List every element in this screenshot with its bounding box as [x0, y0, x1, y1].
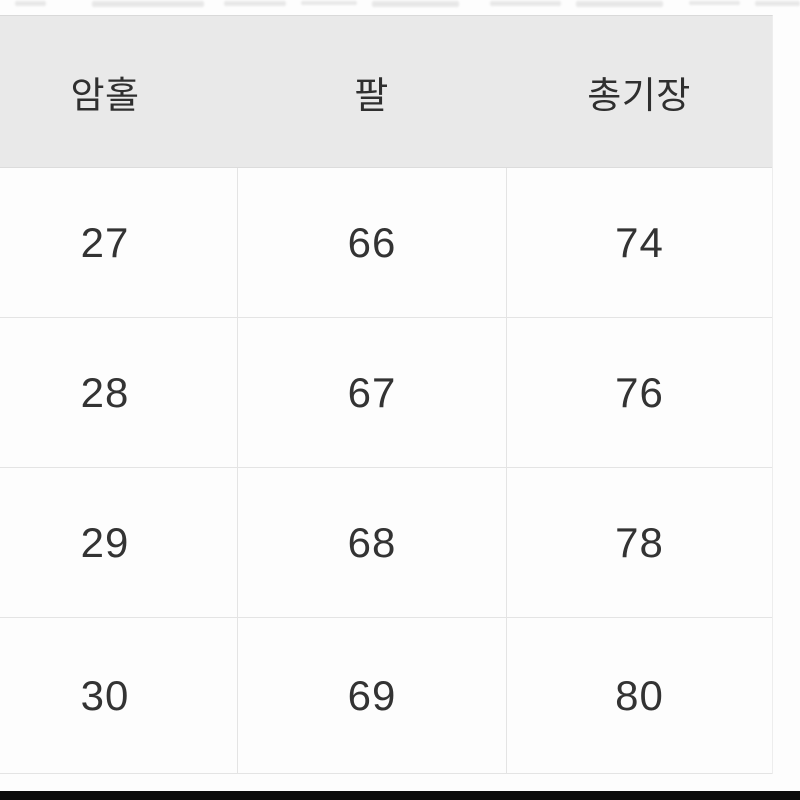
- table-cell-r3-c1: 29: [0, 468, 237, 618]
- text-remnant-fragment: [92, 1, 204, 7]
- table-cell-r4-c3: 80: [506, 618, 772, 774]
- bottom-black-bar: [0, 791, 800, 800]
- cropped-text-remnant: [0, 0, 800, 12]
- table-cell-r1-c2: 66: [237, 168, 506, 318]
- text-remnant-fragment: [224, 1, 286, 6]
- size-table-header-row: 암홀 팔 총기장: [0, 16, 772, 168]
- text-remnant-fragment: [576, 1, 663, 7]
- table-cell-r4-c2: 69: [237, 618, 506, 774]
- table-cell-r3-c2: 68: [237, 468, 506, 618]
- table-cell-r2-c1: 28: [0, 318, 237, 468]
- text-remnant-fragment: [372, 1, 459, 7]
- table-cell-r2-c3: 76: [506, 318, 772, 468]
- text-remnant-fragment: [490, 1, 561, 6]
- text-remnant-fragment: [755, 1, 800, 6]
- table-cell-r4-c1: 30: [0, 618, 237, 774]
- text-remnant-fragment: [15, 1, 46, 6]
- header-cell-armhole: 암홀: [70, 74, 140, 116]
- table-cell-r1-c1: 27: [0, 168, 237, 318]
- text-remnant-fragment: [301, 1, 357, 5]
- header-cell-total-length: 총기장: [587, 74, 691, 116]
- table-cell-r2-c2: 67: [237, 318, 506, 468]
- text-remnant-fragment: [689, 1, 740, 5]
- table-cell-r3-c3: 78: [506, 468, 772, 618]
- size-table: 암홀 팔 총기장 27 66 74 28 67 76 29 68 78 30 69 80: [0, 15, 773, 774]
- header-cell-arm: 팔: [354, 74, 389, 116]
- table-cell-r1-c3: 74: [506, 168, 772, 318]
- size-table-body: 27 66 74 28 67 76 29 68 78 30 69 80: [0, 168, 772, 774]
